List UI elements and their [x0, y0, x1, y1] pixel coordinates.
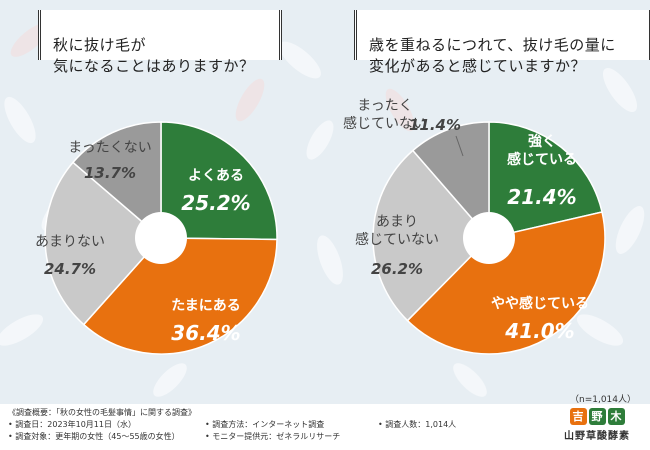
slice-category-label: 感じている — [507, 151, 577, 168]
pie-center-hole — [135, 212, 187, 264]
pie-slice-2 — [406, 211, 606, 355]
question-2-text: 歳を重ねるにつれて、抜け毛の量に 変化があると感じていますか？ — [369, 36, 616, 75]
question-1-box: 秋に抜け毛が 気になることはありますか？ — [38, 10, 282, 75]
survey-date: • 調査日：2023年10月11日（水） — [8, 420, 136, 429]
slice-value-label: 36.4% — [171, 321, 240, 345]
slice-category-label: やや感じている — [491, 295, 589, 312]
pie-slice-4 — [71, 121, 162, 240]
pie-chart-2: 強く感じている21.4%やや感じている41.0%あまり感じていない26.2%まっ… — [343, 98, 606, 355]
pie-slice-2 — [82, 237, 278, 355]
pie-center-hole — [463, 212, 515, 264]
logo-mark-2: 野 — [588, 408, 606, 425]
survey-summary: 《調査概要：「秋の女性の毛髪事情」に関する調査》 — [8, 408, 196, 417]
pie-slice-1 — [160, 121, 278, 241]
logo-mark-3: 木 — [607, 408, 625, 425]
question-1-text: 秋に抜け毛が 気になることはありますか？ — [53, 36, 255, 75]
pie-slice-3 — [44, 161, 163, 326]
slice-category-label: あまり — [376, 214, 418, 230]
slice-category-label: まったくない — [68, 140, 151, 156]
slice-category-label: 感じていない — [355, 231, 439, 248]
pie-chart-1: よくある 25.2% たまにある 36.4% あまりない 24.7% まったくない 13.7% — [35, 121, 278, 355]
slice-category-label: 感じていない — [343, 115, 427, 132]
logo-mark-1: 吉 — [569, 408, 587, 425]
slice-value-label: 11.4% — [409, 116, 461, 134]
survey-method: • 調査方法：インターネット調査 — [205, 420, 325, 429]
slice-value-label: 13.7% — [84, 164, 136, 182]
slice-category-label: まったく — [357, 98, 412, 114]
survey-count: • 調査人数：1,014人 — [378, 420, 457, 429]
slice-category-label: よくある — [188, 168, 244, 184]
slice-value-label: 26.2% — [371, 260, 423, 278]
slice-value-label: 41.0% — [504, 319, 574, 343]
slice-value-label: 24.7% — [44, 260, 96, 278]
pie-slice-4 — [411, 121, 490, 241]
survey-footer: 《調査概要：「秋の女性の毛髪事情」に関する調査》 • 調査日：2023年10月1… — [0, 404, 650, 450]
pie-slice-1 — [488, 121, 603, 239]
slice-category-label: あまりない — [35, 234, 105, 250]
question-2-box: 歳を重ねるにつれて、抜け毛の量に 変化があると感じていますか？ — [354, 10, 650, 75]
slice-category-label: たまにある — [171, 298, 241, 314]
slice-category-label: 強く — [528, 133, 556, 150]
leader-line — [455, 135, 464, 157]
slice-value-label: 21.4% — [507, 185, 576, 209]
sample-size-note: （n=1,014人） — [569, 395, 636, 405]
brand-logo: 吉 野 木 山野草酸酵素 — [552, 406, 642, 448]
pie-slice-3 — [372, 149, 491, 322]
survey-target: • 調査対象：更年期の女性（45～55歳の女性） — [8, 432, 180, 441]
logo-text: 山野草酸酵素 — [564, 431, 630, 442]
survey-provider: • モニター提供元：ゼネラルリサーチ — [205, 432, 341, 441]
slice-value-label: 25.2% — [181, 191, 250, 215]
